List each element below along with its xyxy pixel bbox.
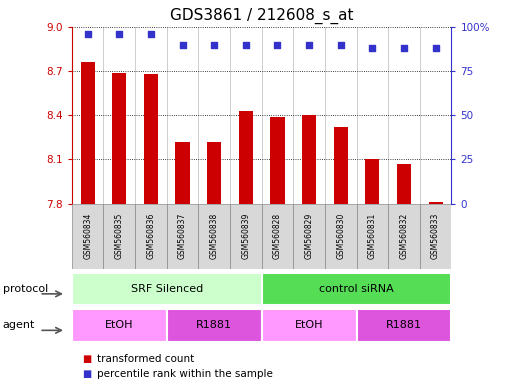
Text: GSM560835: GSM560835: [115, 213, 124, 259]
Bar: [72, 273, 262, 305]
Bar: [325, 204, 357, 269]
Bar: [293, 204, 325, 269]
Bar: [167, 309, 262, 342]
Text: GSM560830: GSM560830: [336, 213, 345, 259]
Text: R1881: R1881: [196, 320, 232, 331]
Point: [305, 41, 313, 48]
Bar: [420, 204, 451, 269]
Point: [179, 41, 187, 48]
Point: [242, 41, 250, 48]
Text: GSM560839: GSM560839: [241, 213, 250, 259]
Text: percentile rank within the sample: percentile rank within the sample: [97, 369, 273, 379]
Text: SRF Silenced: SRF Silenced: [131, 284, 203, 294]
Text: GSM560837: GSM560837: [178, 213, 187, 259]
Point: [368, 45, 377, 51]
Point: [273, 41, 282, 48]
Point: [210, 41, 219, 48]
Text: EtOH: EtOH: [295, 320, 323, 331]
Bar: [388, 204, 420, 269]
Text: GSM560833: GSM560833: [431, 213, 440, 259]
Bar: [230, 204, 262, 269]
Text: GSM560832: GSM560832: [400, 213, 408, 259]
Bar: [239, 111, 253, 204]
Point: [147, 31, 155, 37]
Point: [400, 45, 408, 51]
Text: GSM560834: GSM560834: [83, 213, 92, 259]
Bar: [357, 309, 451, 342]
Bar: [167, 204, 199, 269]
Text: control siRNA: control siRNA: [319, 284, 394, 294]
Bar: [262, 309, 357, 342]
Text: ■: ■: [82, 354, 91, 364]
Bar: [135, 204, 167, 269]
Bar: [175, 142, 190, 204]
Bar: [428, 202, 443, 204]
Bar: [72, 204, 104, 269]
Bar: [302, 115, 316, 204]
Bar: [207, 142, 221, 204]
Text: GSM560838: GSM560838: [210, 213, 219, 259]
Bar: [199, 204, 230, 269]
Bar: [81, 62, 95, 204]
Bar: [144, 74, 158, 204]
Bar: [72, 309, 167, 342]
Text: agent: agent: [3, 320, 35, 331]
Bar: [262, 273, 451, 305]
Bar: [333, 127, 348, 204]
Bar: [365, 159, 380, 204]
Bar: [104, 204, 135, 269]
Bar: [112, 73, 126, 204]
Point: [431, 45, 440, 51]
Text: GSM560831: GSM560831: [368, 213, 377, 259]
Text: transformed count: transformed count: [97, 354, 195, 364]
Point: [115, 31, 124, 37]
Text: protocol: protocol: [3, 284, 48, 294]
Text: ■: ■: [82, 369, 91, 379]
Text: GSM560828: GSM560828: [273, 213, 282, 259]
Point: [84, 31, 92, 37]
Bar: [270, 117, 285, 204]
Point: [337, 41, 345, 48]
Text: GSM560836: GSM560836: [146, 213, 155, 259]
Text: EtOH: EtOH: [105, 320, 133, 331]
Text: R1881: R1881: [386, 320, 422, 331]
Bar: [397, 164, 411, 204]
Text: GSM560829: GSM560829: [305, 213, 313, 259]
Title: GDS3861 / 212608_s_at: GDS3861 / 212608_s_at: [170, 8, 353, 24]
Bar: [262, 204, 293, 269]
Bar: [357, 204, 388, 269]
